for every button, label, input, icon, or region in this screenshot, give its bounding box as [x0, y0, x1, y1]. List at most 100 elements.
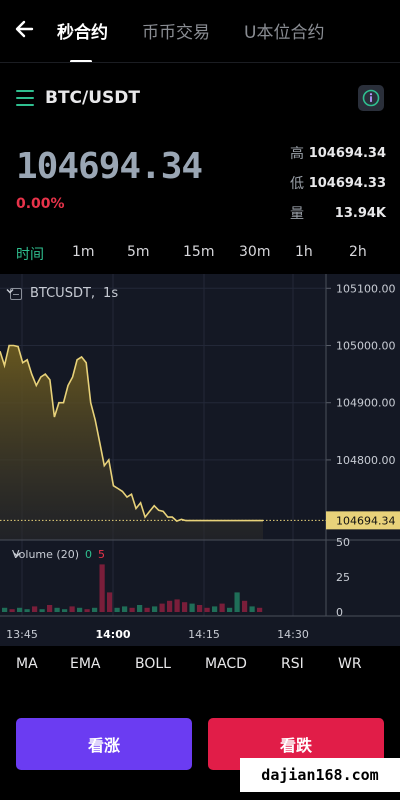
volume-bar	[219, 603, 225, 612]
info-button[interactable]	[358, 85, 384, 111]
volume-bar	[77, 607, 83, 612]
last-price: 104694.34	[16, 146, 203, 187]
volume-bar	[9, 609, 15, 612]
volume-bar	[54, 607, 60, 612]
volume-legend: Volume (20) 0 5	[12, 548, 105, 561]
volume-red-value: 5	[98, 548, 105, 561]
timeframe-1h[interactable]: 1h	[295, 244, 313, 260]
buy-up-button[interactable]: 看涨	[16, 718, 192, 770]
price-axis-label: 105100.00	[336, 282, 396, 295]
price-axis-label: 105000.00	[336, 340, 396, 353]
chevron-down-icon[interactable]	[12, 548, 22, 560]
ticker-stats: 高 104694.34 低 104694.33 量 13.94K	[290, 138, 386, 228]
volume-bar	[84, 609, 90, 612]
tab-second-contract[interactable]: 秒合约	[57, 18, 108, 63]
chart-canvas[interactable]: 105100.00 105000.00 104900.00 104800.00 1046…	[0, 274, 400, 646]
current-price-label: 104694.34	[336, 514, 396, 527]
volume-legend-label: Volume (20)	[12, 548, 79, 561]
timeframe-2h[interactable]: 2h	[349, 244, 367, 260]
indicator-macd[interactable]: MACD	[205, 656, 247, 672]
volume-bar	[114, 607, 120, 612]
volume-label: 量	[290, 206, 304, 222]
area-layer	[0, 344, 263, 540]
volume-bar	[144, 607, 150, 612]
chart-axes: 105100.00 105000.00 104900.00 104800.00 1046…	[0, 274, 400, 641]
volume-bar	[69, 606, 75, 612]
time-axis-label: 14:00	[95, 628, 130, 641]
collapse-icon[interactable]	[10, 287, 22, 300]
price-line	[0, 344, 263, 523]
volume-stat: 量 13.94K	[290, 198, 386, 228]
volume-bar	[197, 605, 203, 612]
volume-bar	[212, 606, 218, 612]
timeframe-selector: 时间 1m 5m 15m 30m 1h 2h	[0, 244, 400, 268]
market-tabs: 秒合约 币币交易 U本位合约	[57, 18, 358, 63]
menu-icon[interactable]	[16, 90, 34, 106]
chart-interval[interactable]: 1s	[103, 286, 119, 301]
price-area-fill	[0, 345, 263, 540]
volume-bar	[234, 592, 240, 612]
volume-bar	[137, 605, 143, 612]
price-axis-label: 104900.00	[336, 397, 396, 410]
nav-divider	[0, 62, 400, 63]
price-chart[interactable]: 105100.00 105000.00 104900.00 104800.00 1046…	[0, 274, 400, 646]
volume-bar	[159, 603, 165, 612]
top-nav: 秒合约 币币交易 U本位合约	[0, 0, 400, 63]
volume-bars	[2, 564, 263, 612]
indicator-ema[interactable]: EMA	[70, 656, 101, 672]
indicator-ma[interactable]: MA	[16, 656, 38, 672]
tab-spot-trading[interactable]: 币币交易	[142, 23, 210, 43]
volume-green-value: 0	[85, 548, 92, 561]
volume-bar	[92, 607, 98, 612]
volume-bar	[17, 607, 23, 612]
timeframe-1m[interactable]: 1m	[72, 244, 95, 260]
back-arrow-icon[interactable]	[12, 16, 38, 42]
volume-bar	[242, 600, 248, 612]
timeframe-15m[interactable]: 15m	[183, 244, 215, 260]
volume-bar	[122, 606, 128, 612]
volume-bar	[204, 607, 210, 612]
volume-bar	[24, 609, 30, 612]
high-value: 104694.34	[308, 145, 386, 161]
indicator-boll[interactable]: BOLL	[135, 656, 171, 672]
chart-symbol: BTCUSDT	[30, 286, 91, 301]
chevron-down-icon[interactable]	[5, 286, 15, 296]
volume-bar	[47, 605, 53, 612]
price-change-percent: 0.00%	[16, 196, 65, 212]
current-price-tag	[326, 511, 400, 530]
high-stat: 高 104694.34	[290, 138, 386, 168]
volume-bar	[2, 607, 8, 612]
volume-bar	[39, 609, 45, 612]
indicator-bar: MA EMA BOLL MACD RSI WR	[0, 656, 400, 678]
timeframe-5m[interactable]: 5m	[127, 244, 150, 260]
volume-bar	[182, 602, 188, 612]
volume-bar	[32, 606, 38, 612]
indicator-wr[interactable]: WR	[338, 656, 362, 672]
volume-bar	[257, 607, 263, 612]
volume-axis-label: 25	[336, 571, 350, 584]
time-axis-label: 14:15	[188, 628, 220, 641]
volume-bar	[174, 599, 180, 612]
info-icon	[362, 89, 380, 107]
volume-bar	[189, 603, 195, 612]
time-axis-label: 14:30	[277, 628, 309, 641]
volume-bar	[129, 607, 135, 612]
watermark: dajian168.com	[240, 758, 400, 792]
indicator-rsi[interactable]: RSI	[281, 656, 304, 672]
time-axis-label: 13:45	[6, 628, 38, 641]
pair-symbol[interactable]: BTC/USDT	[45, 88, 140, 108]
volume-axis-label: 50	[336, 536, 350, 549]
volume-bar	[249, 606, 255, 612]
low-value: 104694.33	[308, 175, 386, 191]
high-label: 高	[290, 146, 304, 162]
volume-bar	[62, 609, 68, 612]
volume-bar	[227, 607, 233, 612]
tab-usdt-futures[interactable]: U本位合约	[244, 23, 325, 43]
chart-legend[interactable]: BTCUSDT , 1s	[6, 286, 119, 301]
volume-axis-label: 0	[336, 606, 343, 619]
low-stat: 低 104694.33	[290, 168, 386, 198]
timeframe-time[interactable]: 时间	[16, 247, 44, 263]
timeframe-30m[interactable]: 30m	[239, 244, 271, 260]
volume-bar	[167, 600, 173, 612]
price-axis-label: 104800.00	[336, 454, 396, 467]
